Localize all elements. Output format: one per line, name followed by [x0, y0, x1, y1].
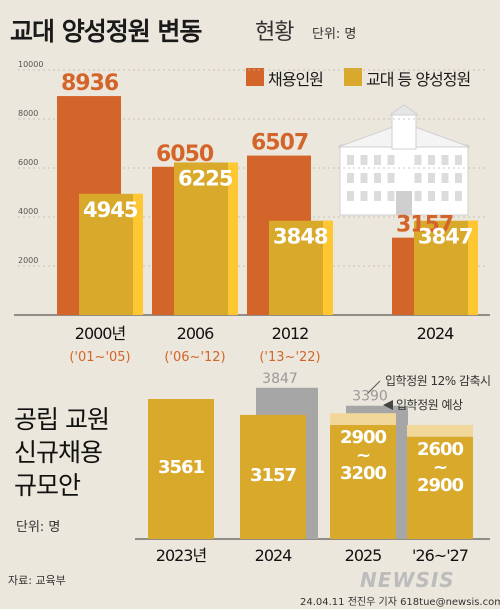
value-label-plan: 2900 — [417, 475, 464, 496]
building-window — [387, 173, 395, 183]
bar-plan — [240, 414, 306, 539]
building-window — [360, 191, 368, 201]
y-tick-label: 6000 — [18, 158, 38, 167]
section2-title: 공립 교원 신규채용 규모안 — [14, 403, 110, 502]
building-window — [414, 155, 422, 165]
building-window — [360, 173, 368, 183]
legend-swatch-quota — [344, 68, 362, 86]
building-window — [374, 173, 381, 183]
value-label-plan: 3157 — [250, 465, 297, 486]
category-label: 2006 — [177, 324, 215, 343]
bar-range-upper — [407, 424, 473, 437]
chart-training-quota: 2000 4000 6000 8000 10000 8936 4945 2000년 ('01~'… — [14, 60, 490, 365]
value-label-quota: 3848 — [273, 225, 328, 249]
building-window — [347, 173, 354, 183]
building-window — [455, 173, 462, 183]
annotation-cut: 입학정원 12% 감축시 — [385, 374, 491, 388]
source-note: 자료: 교육부 — [8, 574, 66, 587]
section2-unit-label: 단위: 명 — [16, 520, 61, 535]
category-label-2: 2023년 — [156, 546, 207, 565]
building-window — [414, 173, 422, 183]
bar-plan — [148, 399, 214, 539]
bar-range-upper — [330, 413, 396, 425]
value-label-hiring: 6050 — [156, 142, 214, 167]
category-sublabel: ('01~'05) — [69, 350, 130, 365]
value-label-reference: 3390 — [352, 389, 388, 405]
building-window — [374, 155, 381, 165]
page-title-suffix: 현황 — [255, 20, 294, 45]
y-tick-label: 2000 — [18, 256, 38, 265]
building-window — [387, 191, 395, 201]
building-window — [455, 155, 462, 165]
value-label-plan: 2900 — [340, 427, 387, 448]
value-label-hiring: 8936 — [61, 71, 119, 96]
section2-title-line-2: 신규채용 — [14, 438, 103, 467]
bar-quota-side — [323, 220, 333, 315]
unit-label: 단위: 명 — [312, 27, 357, 42]
category-label-2: '26~'27 — [412, 546, 468, 565]
building-window — [360, 155, 368, 165]
category-label: 2012 — [272, 324, 309, 343]
building-window — [347, 155, 354, 165]
annotation-arrow-icon — [383, 400, 393, 410]
building-window — [441, 191, 449, 201]
school-building-icon — [337, 104, 471, 216]
building-window — [414, 191, 422, 201]
building-window — [347, 191, 354, 201]
building-tower-roof — [388, 104, 420, 116]
bar-quota-side — [133, 193, 143, 315]
value-label-quota: 3847 — [418, 225, 472, 249]
y-tick-label: 8000 — [18, 109, 38, 118]
section2-title-line-1: 공립 교원 — [14, 405, 110, 434]
bar-quota — [269, 220, 333, 315]
building-window — [441, 173, 449, 183]
y-tick-label: 10000 — [18, 60, 43, 69]
bar-plan — [330, 424, 396, 539]
building-window — [374, 191, 381, 201]
building-window — [455, 191, 462, 201]
category-label: 2024 — [417, 324, 455, 343]
value-label-quota: 4945 — [83, 198, 138, 222]
category-label-2: 2024 — [255, 546, 293, 565]
section2-title-line-3: 규모안 — [14, 471, 81, 500]
bar-quota-side — [228, 162, 238, 315]
bar-quota — [174, 162, 238, 315]
building-window — [428, 173, 435, 183]
category-sublabel: ('06~'12) — [164, 350, 225, 365]
building-door — [396, 191, 412, 215]
building-window — [441, 155, 449, 165]
building-window — [428, 191, 435, 201]
page-title: 교대 양성정원 변동 — [10, 17, 202, 46]
value-label-reference: 3847 — [262, 371, 298, 387]
annotation-expected: 입학정원 예상 — [396, 398, 463, 412]
value-label-plan: ~ — [433, 457, 447, 478]
chart-new-hiring-plan: 35612023년38473157202433902900~3200202526… — [135, 371, 491, 565]
legend-label-hiring: 채용인원 — [268, 70, 324, 89]
value-label-plan: 3200 — [340, 463, 387, 484]
category-label: 2000년 — [75, 324, 126, 343]
value-label-plan: ~ — [356, 445, 370, 466]
building-tower — [391, 112, 417, 150]
value-label-hiring: 3157 — [396, 213, 453, 238]
category-label-2: 2025 — [345, 546, 382, 565]
value-label-quota: 6225 — [178, 166, 233, 190]
credit-note: 24.04.11 전진우 기자 618tue@newsis.com — [300, 597, 500, 608]
newsis-logo: NEWSIS — [360, 568, 455, 592]
y-tick-label: 4000 — [18, 207, 38, 216]
value-label-plan: 3561 — [158, 457, 205, 478]
building-window — [387, 155, 395, 165]
bar-quota — [79, 193, 143, 315]
category-sublabel: ('13~'22) — [259, 350, 320, 365]
bar-quota-side — [468, 220, 478, 315]
bar-quota — [414, 220, 478, 315]
value-label-plan: 2600 — [417, 439, 464, 460]
legend-swatch-hiring — [246, 68, 264, 86]
annotation-cut-leader — [367, 380, 381, 394]
building-window — [428, 155, 435, 165]
value-label-hiring: 6507 — [251, 131, 308, 156]
bar-plan — [407, 436, 473, 539]
legend-label-quota: 교대 등 양성정원 — [366, 70, 471, 89]
